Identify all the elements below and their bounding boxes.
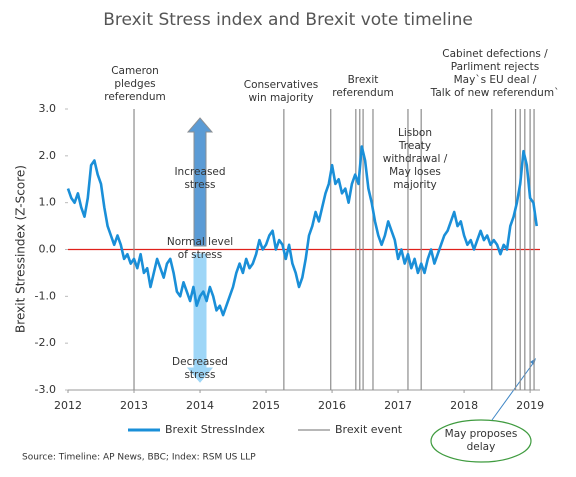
annotation: stress xyxy=(184,369,215,381)
annotation: May loses xyxy=(389,166,441,178)
x-tick-label: 2013 xyxy=(120,399,148,412)
callout-ellipse xyxy=(430,419,532,463)
y-tick-label: 3.0 xyxy=(39,102,57,115)
annotation: withdrawal / xyxy=(383,153,448,165)
callout-arrow xyxy=(491,361,535,421)
annotation: Talk of new referendum` xyxy=(430,87,560,99)
x-tick-label: 2019 xyxy=(516,399,544,412)
annotation: Cabinet defections / xyxy=(442,48,548,60)
x-tick-label: 2014 xyxy=(186,399,214,412)
up-arrow xyxy=(186,117,214,247)
annotation: Parliment rejects xyxy=(451,61,540,73)
annotation: Treaty xyxy=(398,140,431,152)
annotation: Brexit xyxy=(348,74,379,86)
x-tick-label: 2016 xyxy=(318,399,346,412)
y-axis-label: Brexit Stressindex (Z-Score) xyxy=(14,165,28,333)
annotation: Conservatives xyxy=(244,79,318,91)
chart-title: Brexit Stress index and Brexit vote time… xyxy=(103,10,473,30)
annotation: Normal level xyxy=(167,236,233,248)
y-tick-label: -1.0 xyxy=(35,289,56,302)
x-tick-label: 2018 xyxy=(450,399,478,412)
x-tick-label: 2017 xyxy=(384,399,412,412)
y-tick-label: 1.0 xyxy=(39,196,57,209)
annotation: of stress xyxy=(178,249,223,261)
y-tick-label: -3.0 xyxy=(35,383,56,396)
annotation: stress xyxy=(184,179,215,191)
y-tick-label: 2.0 xyxy=(39,149,57,162)
annotation: pledges xyxy=(114,78,155,90)
annotation: Lisbon xyxy=(398,127,432,139)
y-tick-label: -2.0 xyxy=(35,336,56,349)
x-tick-label: 2015 xyxy=(252,399,280,412)
source: Source: Timeline: AP News, BBC; Index: R… xyxy=(22,453,256,463)
legend-label: Brexit StressIndex xyxy=(165,423,265,436)
legend-label: Brexit event xyxy=(335,423,403,436)
annotation: Cameron xyxy=(111,65,159,77)
series-line xyxy=(66,145,538,317)
annotation: May`s EU deal / xyxy=(454,74,537,86)
annotation: win majority xyxy=(248,92,313,104)
annotation: majority xyxy=(393,179,437,191)
annotation: delay xyxy=(467,441,496,453)
annotation: Decreased xyxy=(172,356,228,368)
x-tick-label: 2012 xyxy=(54,399,82,412)
callout-arrow-head xyxy=(530,358,536,365)
annotation: referendum xyxy=(104,91,165,103)
annotation: referendum xyxy=(332,87,393,99)
annotation: May proposes xyxy=(445,428,518,440)
y-tick-label: 0.0 xyxy=(39,243,57,256)
annotation: Increased xyxy=(174,166,225,178)
